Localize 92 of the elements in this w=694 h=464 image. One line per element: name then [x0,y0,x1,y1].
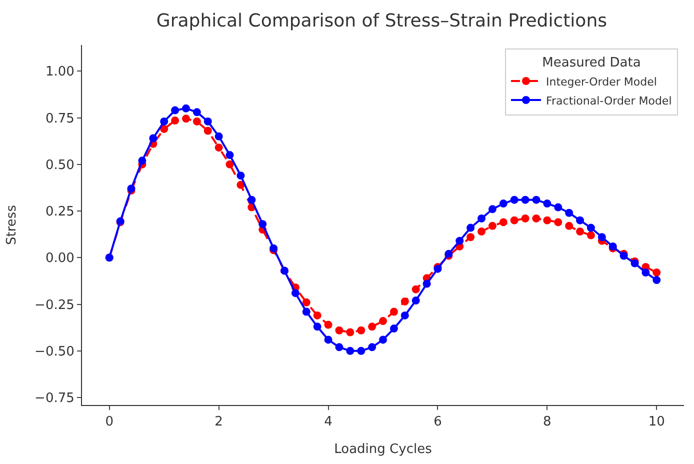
point [532,196,540,204]
point [456,236,464,245]
point [335,326,344,334]
point [226,160,234,168]
x-tick-label: 8 [543,414,552,430]
point [412,296,420,305]
point [390,308,398,316]
y-tick-label: 1.00 [45,64,74,80]
point [346,328,354,336]
y-tick-label: 0.25 [45,204,74,220]
point [138,156,146,165]
point [499,218,508,226]
point [510,196,518,204]
point [576,216,584,224]
point [302,308,310,316]
point [412,285,420,294]
legend-label: Fractional-Order Model [546,94,672,108]
point [379,336,387,344]
point [346,346,354,355]
point [171,106,180,114]
legend-label: Integer-Order Model [546,75,657,88]
x-tick-label: 2 [214,414,223,430]
point [488,205,496,214]
point [586,231,595,240]
point [400,311,409,320]
point [565,222,574,230]
y-tick-label: −0.50 [34,344,74,360]
point [598,233,606,242]
point [160,117,168,126]
y-axis-title: Stress [4,204,20,245]
point [160,124,168,133]
point [521,196,530,204]
point [357,346,366,355]
point [368,322,376,331]
point [182,104,190,112]
x-tick-label: 4 [324,414,332,430]
point [521,214,530,222]
legend-title: Measured Data [542,56,641,70]
point [313,322,322,331]
point [368,343,376,352]
y-tick-label: 0.75 [45,111,74,126]
point [192,108,201,116]
point [248,196,256,204]
point [576,228,584,236]
point [379,317,387,326]
point [258,220,267,228]
point [652,276,661,284]
point [478,228,486,236]
point [554,218,562,226]
point [510,216,518,224]
point [149,134,158,142]
point [543,200,552,208]
point [192,117,201,126]
point [652,268,661,277]
y-tick-label: −0.75 [34,391,74,406]
point [478,214,486,222]
point [313,311,322,320]
point [357,326,366,334]
x-tick-label: 0 [105,414,114,430]
point [488,222,496,230]
point [400,297,409,306]
point [335,343,344,352]
point [171,116,180,125]
point [182,114,190,123]
point [204,117,212,126]
x-axis-title: Loading Cycles [334,442,432,458]
point [214,144,223,152]
point [499,200,508,208]
point [532,214,540,222]
point [204,126,212,135]
point [390,324,398,333]
point [422,280,431,288]
point [565,208,574,217]
point [324,336,332,344]
point [236,172,245,180]
point [291,289,300,298]
point [543,216,552,224]
x-tick-label: 6 [434,414,442,430]
chart-title: Graphical Comparison of Stress–Strain Predictions [156,10,607,32]
point [642,268,650,277]
point [302,298,310,306]
point [214,132,223,140]
point [466,224,475,232]
point [226,151,234,160]
y-tick-label: −0.25 [34,298,74,313]
x-tick-label: 10 [648,414,665,430]
point [324,320,332,329]
point [586,224,595,232]
point [466,233,475,242]
y-tick-label: 0.50 [45,158,74,173]
point [554,203,562,212]
y-tick-label: 0.00 [45,251,74,266]
